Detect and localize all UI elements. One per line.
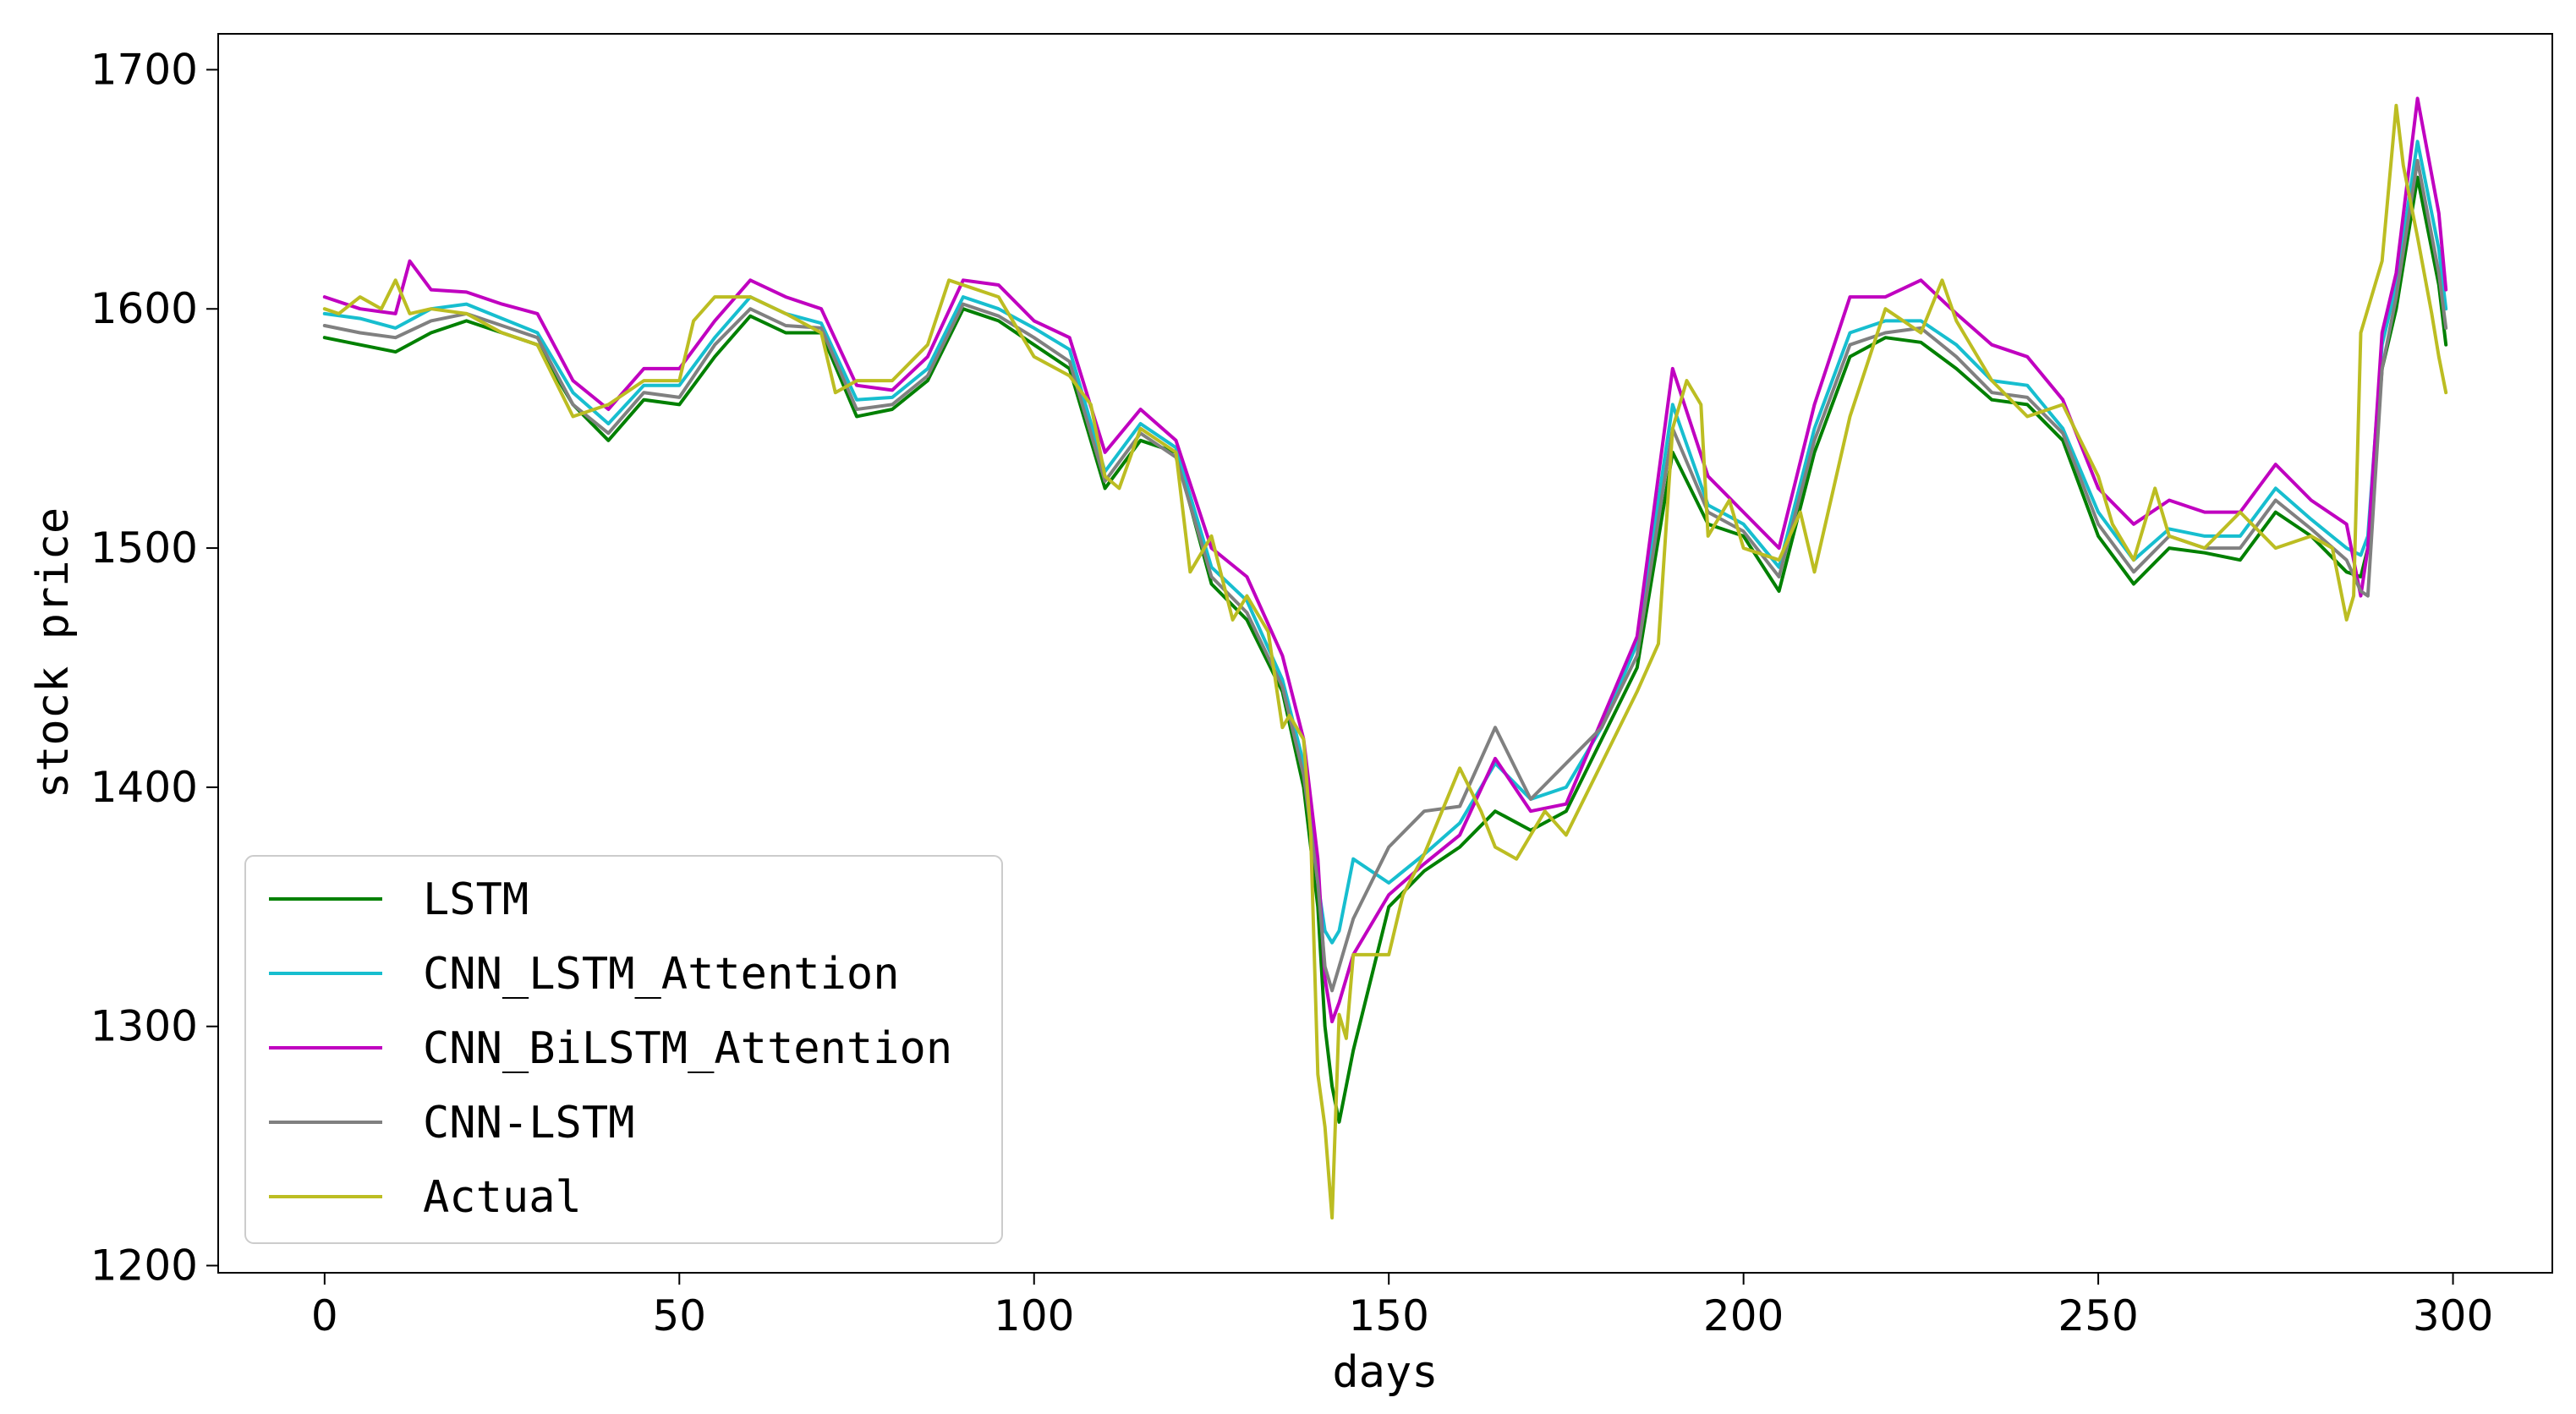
- legend-box: [244, 855, 1003, 1244]
- x-tick-label: 50: [652, 1291, 706, 1340]
- series-layer: [322, 96, 2448, 1219]
- legend-label: CNN_LSTM_Attention: [423, 949, 900, 1000]
- series-line-actual: [322, 103, 2448, 1219]
- legend-label: LSTM: [423, 874, 529, 925]
- x-axis-ticks: 0 50 100 150 200 250 300: [311, 1273, 2493, 1340]
- y-tick-label: 1400: [90, 763, 198, 812]
- y-axis-ticks: 1200 1300 1400 1500 1600 1700: [90, 45, 218, 1291]
- x-tick-label: 250: [2058, 1291, 2138, 1340]
- legend: LSTM CNN_LSTM_Attention CNN_BiLSTM_Attenti…: [244, 855, 1003, 1244]
- y-axis-label: stock price: [28, 507, 79, 798]
- y-tick-label: 1200: [90, 1241, 198, 1291]
- plot-frame: [217, 33, 2553, 1274]
- legend-items: LSTM CNN_LSTM_Attention CNN_BiLSTM_Attenti…: [269, 874, 952, 1223]
- y-tick-label: 1700: [90, 45, 198, 94]
- y-tick-label: 1600: [90, 284, 198, 333]
- series-line-cnn-lstm-attention: [322, 140, 2448, 945]
- y-tick-label: 1500: [90, 523, 198, 573]
- y-tick-label: 1300: [90, 1002, 198, 1051]
- x-tick-label: 100: [994, 1291, 1074, 1340]
- x-axis-label: days: [1332, 1347, 1438, 1398]
- legend-label: CNN-LSTM: [423, 1098, 634, 1148]
- series-line-lstm: [322, 175, 2448, 1124]
- x-tick-label: 150: [1348, 1291, 1428, 1340]
- x-tick-label: 300: [2413, 1291, 2493, 1340]
- x-tick-label: 200: [1703, 1291, 1784, 1340]
- series-line-cnn-bilstm-attention: [322, 96, 2448, 1023]
- legend-label: Actual: [423, 1172, 582, 1223]
- x-tick-label: 0: [311, 1291, 338, 1340]
- legend-label: CNN_BiLSTM_Attention: [423, 1023, 952, 1074]
